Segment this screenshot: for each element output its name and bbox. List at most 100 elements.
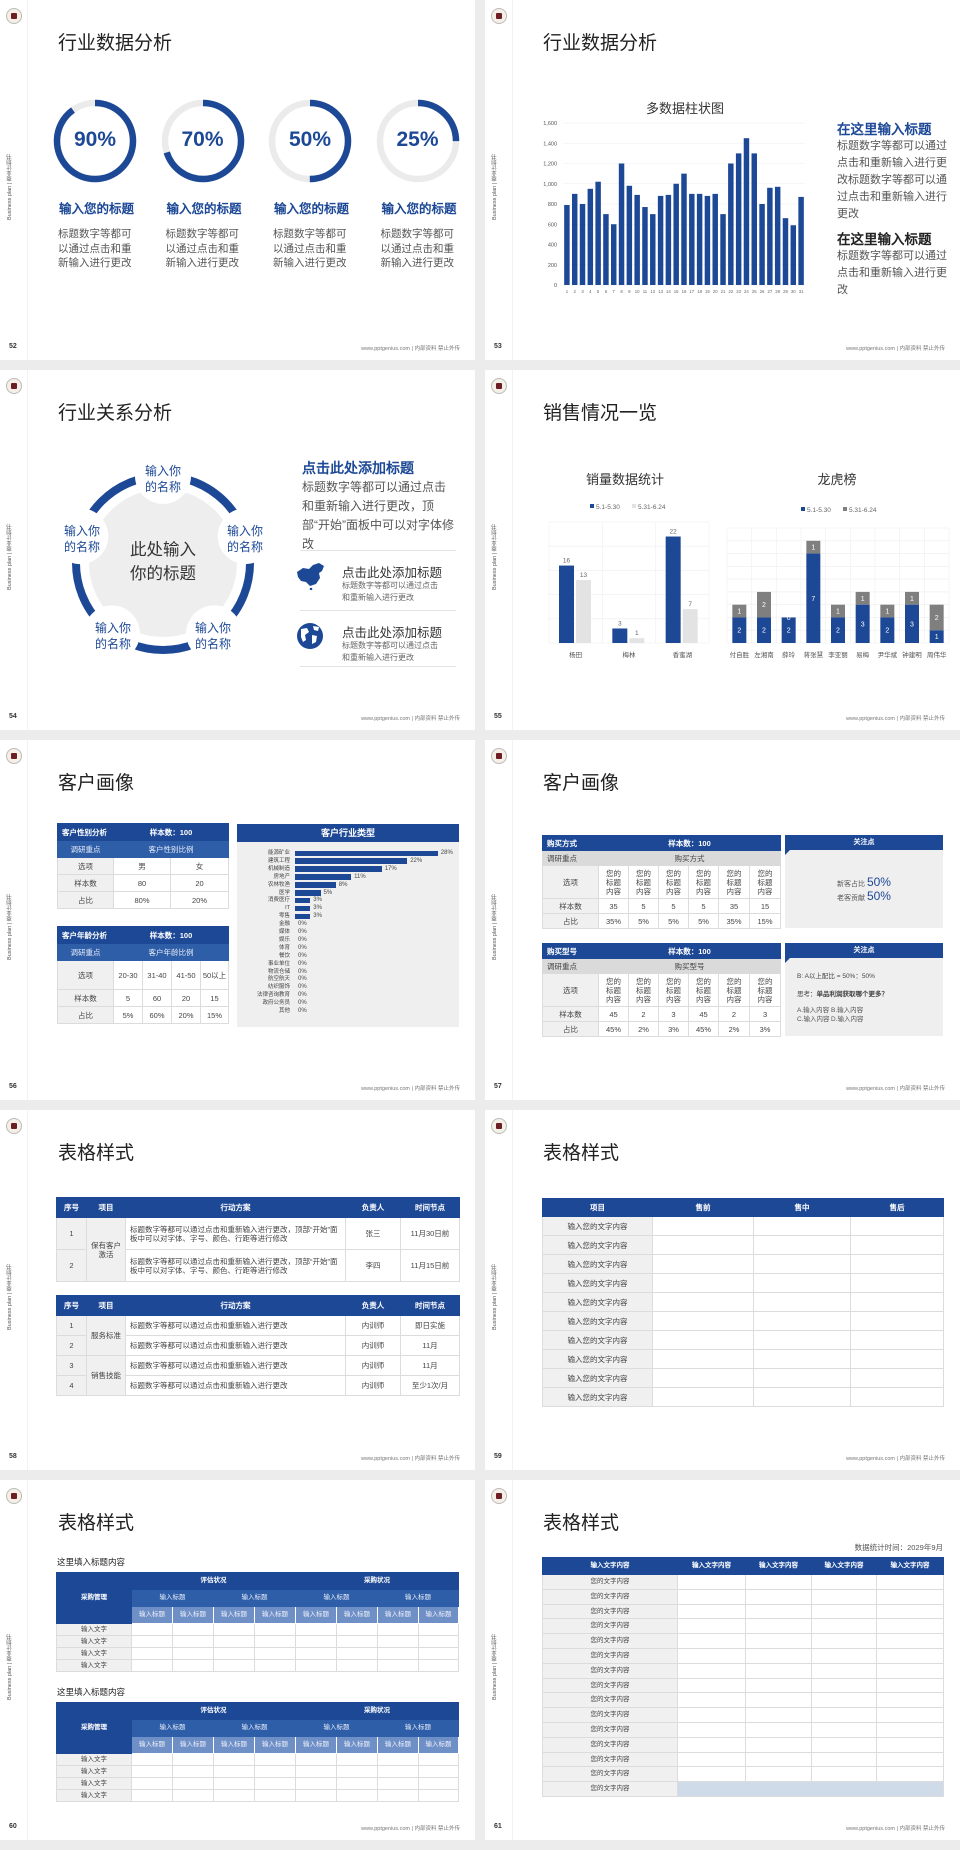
footer-text: www.pptgenius.com | 内部资料 禁止外传: [361, 1086, 460, 1092]
table-cell: 购买方式: [597, 850, 782, 866]
slide-54[interactable]: Business plan | 商业计划书 54 www.pptgenius.com…: [0, 370, 475, 730]
slide-title: 客户画像: [58, 773, 135, 794]
table-row: 输入您的文字内容: [542, 1292, 944, 1312]
bar: [665, 536, 681, 643]
table-subheader-row: 输入标题 输入标题 输入标题 输入标题: [57, 1589, 459, 1607]
panel-notch: [785, 958, 790, 963]
table-cell: 35%: [598, 913, 629, 929]
slide-61[interactable]: Business plan | 商业计划书 61 www.pptgenius.com…: [485, 1480, 960, 1840]
table-cell: [418, 1765, 459, 1778]
table-cell: [172, 1777, 214, 1790]
table-cell: 60: [142, 989, 172, 1007]
focus-stat-value: 50%: [866, 889, 891, 903]
data-label: 2: [885, 628, 889, 635]
bar-category-label: 航空航天: [267, 976, 290, 983]
table-cell: [850, 1273, 944, 1293]
panel-notch: [785, 850, 790, 855]
slide-52[interactable]: Business plan | 商业计划书 52 www.pptgenius.com…: [0, 0, 475, 360]
table-row: 输入您的文字内容: [542, 1387, 944, 1407]
table-cell: 20: [171, 989, 201, 1007]
table-cell: 1: [56, 1217, 87, 1250]
action-plan-table: 序号 项目 行动方案 负责人 时间节点 1 保有客户激活 标题数字等都可以通过点击和重新输入进…: [56, 1197, 460, 1282]
data-label: 1: [635, 630, 639, 637]
table-cell: [295, 1623, 337, 1636]
x-tick-label: 11: [643, 289, 648, 294]
data-label: 2: [935, 615, 939, 622]
bar: [618, 163, 625, 285]
table-row: 输入文字: [56, 1647, 459, 1660]
bar: [798, 196, 804, 285]
data-label: 2: [787, 628, 791, 635]
table-header-row: 购买方式 样本数：100: [542, 835, 782, 851]
slide-55[interactable]: Business plan | 商业计划书 55 www.pptgenius.com…: [485, 370, 960, 730]
china-map-shape: [297, 563, 324, 586]
slide-edge-divider: [27, 1480, 28, 1840]
cycle-node-label: 输入你的名称: [194, 621, 231, 651]
table-header-row: 输入文字内容 输入文字内容 输入文字内容 输入文字内容 输入文字内容: [542, 1557, 944, 1575]
table-cell: 女: [169, 857, 230, 875]
stacked-bar-segment: [929, 630, 944, 643]
x-tick-label: 24: [744, 289, 749, 294]
table-cell: [418, 1789, 459, 1802]
sidebar-caption: Business plan | 商业计划书: [7, 893, 13, 960]
logo-emblem: [491, 8, 507, 24]
table-cell: 调研重点: [57, 943, 114, 961]
stacked-bar-segment: [806, 540, 821, 554]
bar: [790, 225, 797, 285]
table-cell: 您的标题内容: [658, 973, 689, 1007]
table-row: 样本数 35 5 5 5 35 15: [542, 898, 782, 914]
table-row: 1 保有客户激活 标题数字等都可以通过点击和重新输入进行更改，顶部“开始”面板中可以…: [56, 1217, 460, 1282]
plan-cell: 标题数字等都可以通过点击和重新输入进行更改: [125, 1355, 346, 1376]
table-cell: 选项: [542, 865, 599, 899]
bar-value-label: 0%: [298, 929, 307, 935]
bar-category-label: 机械制造: [267, 865, 290, 872]
table-cell: 您的文字内容: [542, 1574, 678, 1590]
slide-53[interactable]: Business plan | 商业计划书 53 www.pptgenius.com…: [485, 0, 960, 360]
table-row: 输入文字: [56, 1765, 459, 1778]
bar-category-label: 农林牧渔: [267, 881, 290, 888]
table-cell: 3: [748, 1006, 782, 1022]
bar-value-label: 3%: [313, 897, 322, 904]
logo-emblem-core: [496, 1123, 502, 1129]
table-cell: 5: [688, 898, 719, 914]
center-disc: [89, 489, 237, 637]
table-cell: [652, 1368, 754, 1388]
footer-text: www.pptgenius.com | 内部资料 禁止外传: [846, 1456, 945, 1462]
table-cell: 2: [718, 1006, 750, 1022]
table-cell: [377, 1635, 419, 1648]
china-map-icon: [297, 563, 324, 590]
table-header-row: 序号 项目 行动方案 负责人 时间节点: [56, 1197, 460, 1218]
slide-edge-divider: [512, 1110, 513, 1470]
slide-57[interactable]: Business plan | 商业计划书 57 www.pptgenius.com…: [485, 740, 960, 1100]
table-cell: 您的标题内容: [718, 865, 750, 899]
slide-58[interactable]: Business plan | 商业计划书 58 www.pptgenius.com…: [0, 1110, 475, 1470]
bar: [611, 224, 617, 285]
y-tick-label: 1,200: [543, 162, 557, 168]
table-cell: [652, 1311, 754, 1331]
slide-59[interactable]: Business plan | 商业计划书 59 www.pptgenius.com…: [485, 1110, 960, 1470]
table-row: 您的文字内容: [542, 1781, 944, 1797]
table-cell: [677, 1603, 746, 1620]
x-tick-label: 10: [635, 289, 640, 294]
table-cell: 35%: [718, 913, 750, 929]
table-cell: 输入标题: [418, 1606, 459, 1624]
stacked-bar-segment: [855, 591, 870, 605]
logo-emblem-core: [496, 1493, 502, 1499]
table-cell: [745, 1766, 812, 1783]
slide-56[interactable]: Business plan | 商业计划书 56 www.pptgenius.com…: [0, 740, 475, 1100]
table-cell: [876, 1751, 944, 1768]
category-label: 蒋张慧: [804, 650, 824, 659]
table-row: 输入您的文字内容: [542, 1235, 944, 1255]
section-heading: 点击此处添加标题: [302, 460, 414, 476]
bar: [657, 195, 664, 285]
table-cell: 45%: [688, 1021, 719, 1037]
table-cell: 5%: [628, 913, 659, 929]
table-cell: [811, 1692, 877, 1709]
table-row: 您的文字内容: [542, 1677, 944, 1694]
slide-60[interactable]: Business plan | 商业计划书 60 www.pptgenius.com…: [0, 1480, 475, 1840]
table-cell: [811, 1662, 877, 1679]
project-cell: 销售技能: [86, 1355, 126, 1396]
item-description: 标题数字等都可以通过点击和重新输入进行更改: [58, 228, 132, 269]
logo-emblem: [491, 1118, 507, 1134]
x-tick-label: 28: [775, 289, 780, 294]
